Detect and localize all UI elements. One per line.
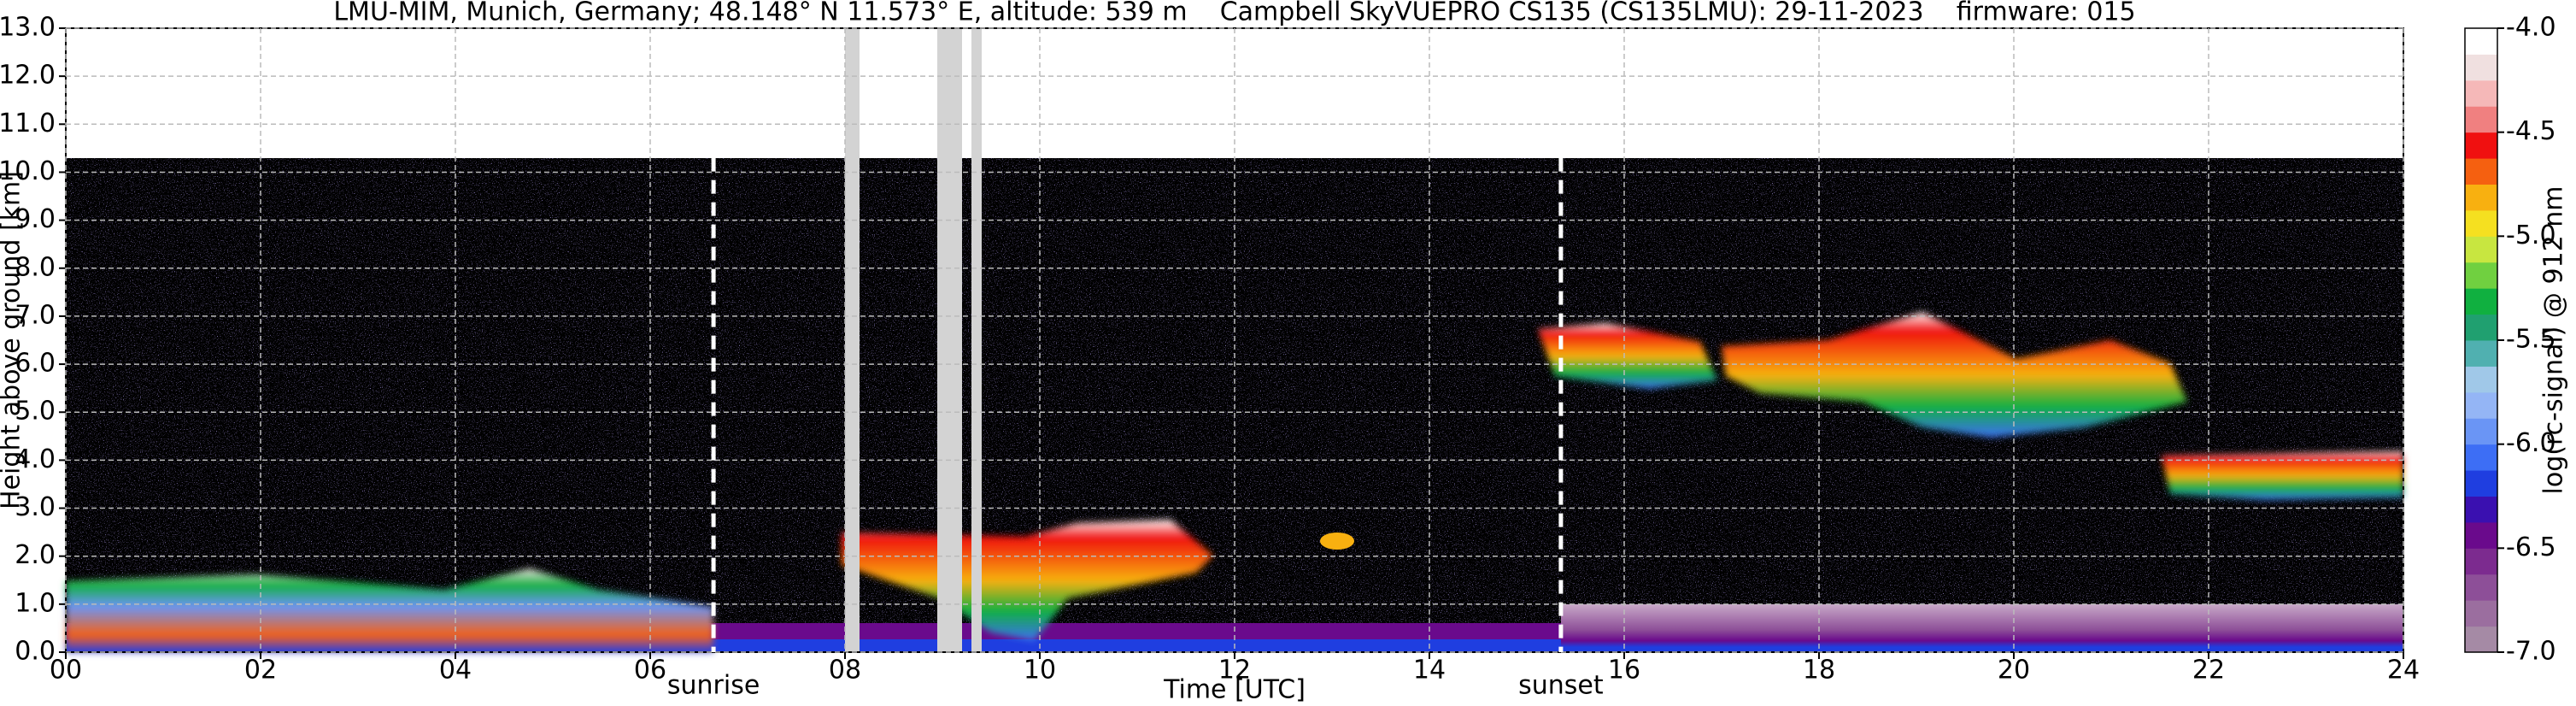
colorbar-swatch xyxy=(2465,340,2497,367)
colorbar-swatch xyxy=(2465,184,2497,211)
y-tick-label: 11.0 xyxy=(0,109,56,138)
colorbar-swatch xyxy=(2465,262,2497,289)
colorbar-swatch xyxy=(2465,158,2497,185)
annotation-label: sunset xyxy=(1518,671,1604,701)
y-tick-label: 13.0 xyxy=(0,13,56,43)
colorbar-tick-label: -7.0 xyxy=(2506,637,2556,667)
colorbar-swatch xyxy=(2465,366,2497,393)
colorbar-tick-label: -5.5 xyxy=(2506,325,2556,355)
colorbar-tick-label: -6.0 xyxy=(2506,428,2556,458)
y-tick-label: 12.0 xyxy=(0,61,56,91)
x-tick-label: 12 xyxy=(1218,656,1251,685)
annotation-label: sunrise xyxy=(667,671,760,701)
x-tick-label: 16 xyxy=(1608,656,1640,685)
colorbar-swatch xyxy=(2465,574,2497,601)
y-axis-label: Height above ground [km] xyxy=(0,171,26,509)
colorbar-swatch xyxy=(2465,418,2497,445)
x-tick-label: 24 xyxy=(2387,656,2420,685)
y-tick-label: 9.0 xyxy=(15,204,56,234)
colorbar-swatch xyxy=(2465,28,2497,55)
colorbar-tick-label: -4.0 xyxy=(2506,13,2556,43)
x-axis-label: Time [UTC] xyxy=(1163,675,1306,705)
x-tick-label: 06 xyxy=(634,656,666,685)
x-tick-label: 02 xyxy=(244,656,277,685)
x-tick-label: 18 xyxy=(1803,656,1835,685)
colorbar-swatch xyxy=(2465,288,2497,315)
y-tick-label: 8.0 xyxy=(15,252,56,282)
colorbar-swatch xyxy=(2465,444,2497,471)
colorbar-swatch xyxy=(2465,470,2497,497)
y-tick-label: 2.0 xyxy=(15,540,56,570)
colorbar-tick-label: -5.0 xyxy=(2506,221,2556,250)
colorbar-swatch xyxy=(2465,548,2497,575)
colorbar-swatch xyxy=(2465,106,2497,133)
colorbar-swatch xyxy=(2465,626,2497,653)
colorbar-label: log(rc-signal) @ 912 nm xyxy=(2539,186,2569,495)
colorbar-swatch xyxy=(2465,132,2497,159)
colorbar-swatch xyxy=(2465,600,2497,627)
colorbar-tick-label: -4.5 xyxy=(2506,116,2556,146)
x-tick-label: 22 xyxy=(2192,656,2225,685)
colorbar-swatch xyxy=(2465,79,2497,107)
x-tick-label: 20 xyxy=(1998,656,2030,685)
y-tick-label: 6.0 xyxy=(15,349,56,379)
y-tick-label: 1.0 xyxy=(15,588,56,618)
colorbar-swatch xyxy=(2465,314,2497,341)
x-tick-label: 14 xyxy=(1413,656,1446,685)
y-tick-label: 3.0 xyxy=(15,492,56,522)
y-tick-label: 5.0 xyxy=(15,397,56,427)
y-tick-label: 7.0 xyxy=(15,300,56,330)
colorbar-swatch xyxy=(2465,496,2497,523)
colorbar-swatch xyxy=(2465,54,2497,81)
y-tick-label: 4.0 xyxy=(15,444,56,474)
colorbar-swatch xyxy=(2465,521,2497,549)
colorbar-tick-label: -6.5 xyxy=(2506,532,2556,562)
chart-title: LMU-MIM, Munich, Germany; 48.148° N 11.5… xyxy=(333,0,2135,27)
colorbar-swatch xyxy=(2465,391,2497,419)
x-tick-label: 00 xyxy=(50,656,82,685)
y-tick-label: 10.0 xyxy=(0,156,56,186)
colorbar-swatch xyxy=(2465,236,2497,263)
x-tick-label: 10 xyxy=(1024,656,1056,685)
x-tick-label: 08 xyxy=(829,656,861,685)
y-tick-label: 0.0 xyxy=(15,637,56,667)
x-tick-label: 04 xyxy=(439,656,472,685)
colorbar-swatch xyxy=(2465,209,2497,237)
